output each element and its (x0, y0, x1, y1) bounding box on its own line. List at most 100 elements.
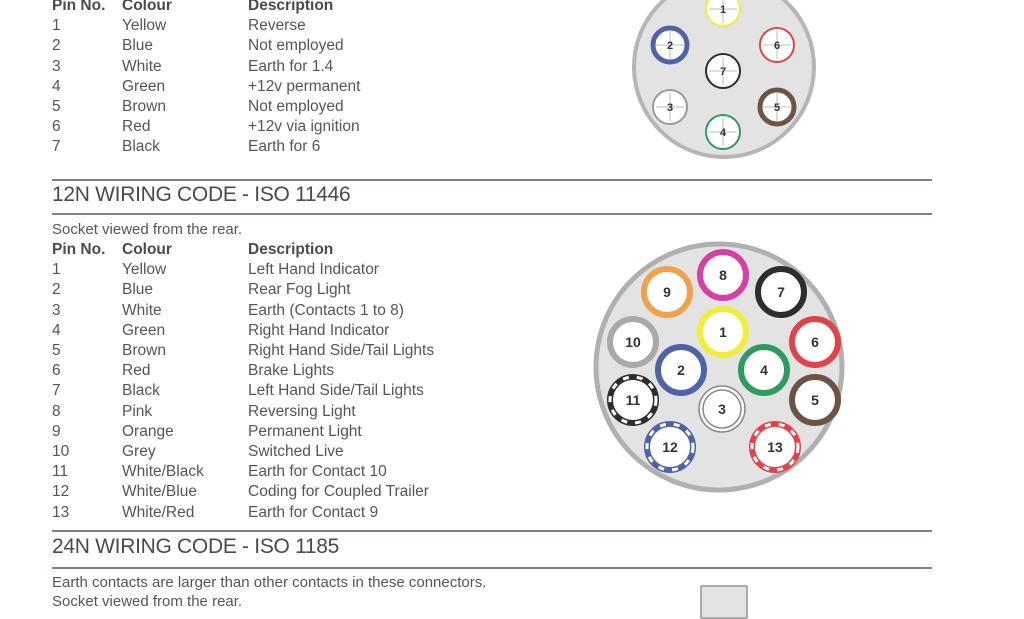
pin-label: 5 (774, 102, 780, 114)
pin-number: 4 (52, 321, 61, 339)
pin-number: 1 (52, 261, 61, 279)
pin-6 (789, 316, 841, 368)
pin-9 (641, 266, 693, 318)
pin-label: 13 (767, 439, 783, 455)
pin-1 (697, 306, 749, 358)
pin-label: 6 (811, 334, 819, 350)
pin-label: 8 (719, 267, 727, 283)
description: Description (248, 0, 334, 14)
colour: Grey (122, 443, 156, 460)
note-12n: Socket viewed from the rear. (52, 221, 243, 238)
description: Right Hand Indicator (248, 321, 390, 339)
colour: White (122, 301, 162, 319)
description: +12v via ignition (248, 118, 360, 136)
pin-number: 10 (52, 443, 70, 460)
colour: Yellow (122, 17, 167, 35)
pin-label: 5 (811, 392, 819, 408)
section-title-24n: 24N WIRING CODE - ISO 1185 (52, 535, 340, 558)
pin-label: 4 (720, 127, 727, 139)
section-title-12n: 12N WIRING CODE - ISO 11446 (52, 183, 351, 206)
description: Left Hand Side/Tail Lights (248, 382, 424, 400)
colour: Yellow (122, 261, 167, 279)
note-24n: Earth contacts are larger than other con… (52, 574, 487, 591)
description: Not employed (248, 37, 344, 55)
pin-label: 4 (760, 362, 768, 378)
colour: Black (122, 382, 160, 400)
description: +12v permanent (248, 77, 361, 95)
pin-number: 7 (52, 382, 61, 400)
pin-label: 9 (663, 284, 671, 300)
pin-number: 3 (52, 301, 61, 319)
pin-label: 7 (777, 284, 785, 300)
pin-3 (698, 385, 746, 433)
pin-number: 6 (52, 362, 61, 380)
pin-stripe (645, 422, 695, 472)
colour: Red (122, 118, 151, 136)
pin-number: 9 (52, 422, 61, 440)
description: Right Hand Side/Tail Lights (248, 342, 435, 359)
pin-label: 3 (667, 102, 673, 114)
pin-number: 5 (52, 342, 61, 359)
colour: White (122, 57, 162, 75)
colour: Black (122, 138, 160, 156)
colour: Brown (122, 98, 166, 115)
pin-number: 5 (52, 98, 61, 115)
description: Brake Lights (248, 362, 335, 380)
pin-stripe (750, 422, 800, 472)
pin-label: 2 (677, 362, 685, 378)
description: Earth for Contact 9 (248, 503, 379, 521)
description: Earth for 1.4 (248, 57, 334, 75)
pin-10 (607, 316, 659, 368)
colour: Brown (122, 342, 166, 359)
pin-label: 2 (667, 40, 673, 52)
pin-7 (755, 266, 807, 318)
colour: Green (122, 77, 166, 95)
pin-label: 1 (719, 324, 727, 340)
pin-number: 11 (52, 463, 69, 481)
colour: White/Black (122, 463, 204, 481)
pin-label: 11 (626, 392, 641, 408)
divider (52, 567, 932, 569)
pin-number: 3 (52, 57, 61, 75)
colour: White/Red (122, 503, 195, 521)
pin-ring (702, 389, 742, 429)
description: Reverse (248, 17, 306, 35)
colour: White/Blue (122, 483, 197, 501)
colour: Colour (122, 0, 172, 14)
pin-number: 2 (52, 37, 61, 55)
description: Earth for Contact 10 (248, 463, 387, 481)
pin-number: 7 (52, 138, 61, 156)
description: Switched Live (248, 443, 344, 460)
pin-2 (655, 344, 707, 396)
description: Reversing Light (248, 402, 356, 420)
description: Coding for Coupled Trailer (248, 483, 429, 501)
pin-number: 6 (52, 118, 61, 136)
pin-label: 1 (720, 4, 726, 16)
pin-8 (697, 249, 749, 301)
pin-number: 13 (52, 503, 70, 521)
colour: Green (122, 321, 166, 339)
description: Earth (Contacts 1 to 8) (248, 301, 404, 319)
divider (52, 530, 932, 532)
pin-number: 12 (52, 483, 70, 501)
colour: Blue (122, 37, 154, 55)
pin-number: Pin No. (52, 0, 106, 14)
divider (52, 213, 932, 215)
description: Left Hand Indicator (248, 261, 379, 279)
description: Earth for 6 (248, 138, 321, 156)
pin-5 (789, 374, 841, 426)
description: Permanent Light (248, 422, 362, 440)
colour: Pink (122, 402, 153, 420)
description: Not employed (248, 98, 344, 115)
pin-label: 7 (720, 66, 726, 78)
pin-number: Pin No. (52, 241, 106, 258)
pin-number: 1 (52, 17, 61, 35)
description: Rear Fog Light (248, 281, 351, 299)
pin-4 (738, 344, 790, 396)
pin-stripe (608, 375, 658, 425)
pin-number: 8 (52, 402, 61, 420)
pin-label: 3 (718, 401, 726, 417)
colour: Red (122, 362, 151, 380)
pin-label: 12 (662, 439, 678, 455)
